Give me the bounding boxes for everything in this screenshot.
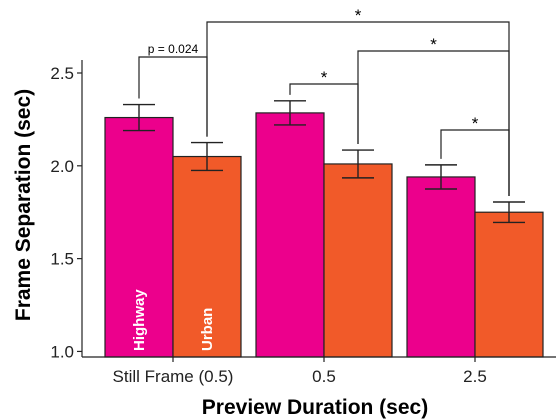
y-tick-label-1: 1.5	[50, 250, 74, 269]
bar-highway-0	[104, 116, 174, 358]
axes: 1.0 1.5 2.0 2.5 Still Frame (0.5) 0.5 2.5	[50, 60, 556, 386]
bar-series-labels: Highway Urban	[131, 289, 216, 351]
bar-series-label-highway: Highway	[131, 289, 148, 351]
bar-series-label-urban: Urban	[199, 308, 216, 351]
bracket-line	[206, 21, 510, 197]
significance-bracket-4: *	[206, 6, 510, 197]
error-bar-urban-2	[493, 201, 525, 224]
significance-brackets: p = 0.024 * * * *	[138, 6, 510, 197]
error-bar-highway-2	[425, 164, 457, 190]
bar-urban-1	[323, 163, 393, 358]
bar-highway-1	[255, 112, 325, 358]
bracket-label: p = 0.024	[148, 42, 199, 56]
error-bars	[123, 100, 525, 224]
bracket-label: *	[321, 68, 328, 87]
y-tick-label-0: 1.0	[50, 342, 74, 361]
y-axis-title: Frame Separation (sec)	[12, 89, 35, 321]
x-tick-label-1: 0.5	[312, 367, 336, 386]
bar-highway-2	[406, 176, 476, 358]
bracket-label: *	[472, 114, 479, 133]
y-tick-label-2: 2.0	[50, 157, 74, 176]
error-bar-urban-0	[191, 141, 223, 172]
bar-urban-2	[474, 211, 544, 358]
y-tick-label-3: 2.5	[50, 64, 74, 83]
error-bar-highway-0	[123, 103, 155, 132]
error-bar-highway-1	[274, 100, 306, 126]
x-tick-label-0: Still Frame (0.5)	[113, 367, 234, 386]
bracket-label: *	[355, 6, 362, 25]
error-bar-urban-1	[342, 149, 374, 179]
bar-urban-0	[172, 155, 242, 358]
bracket-label: *	[430, 35, 437, 54]
x-tick-label-2: 2.5	[463, 367, 487, 386]
x-axis-title: Preview Duration (sec)	[202, 396, 428, 419]
bars	[104, 112, 544, 358]
